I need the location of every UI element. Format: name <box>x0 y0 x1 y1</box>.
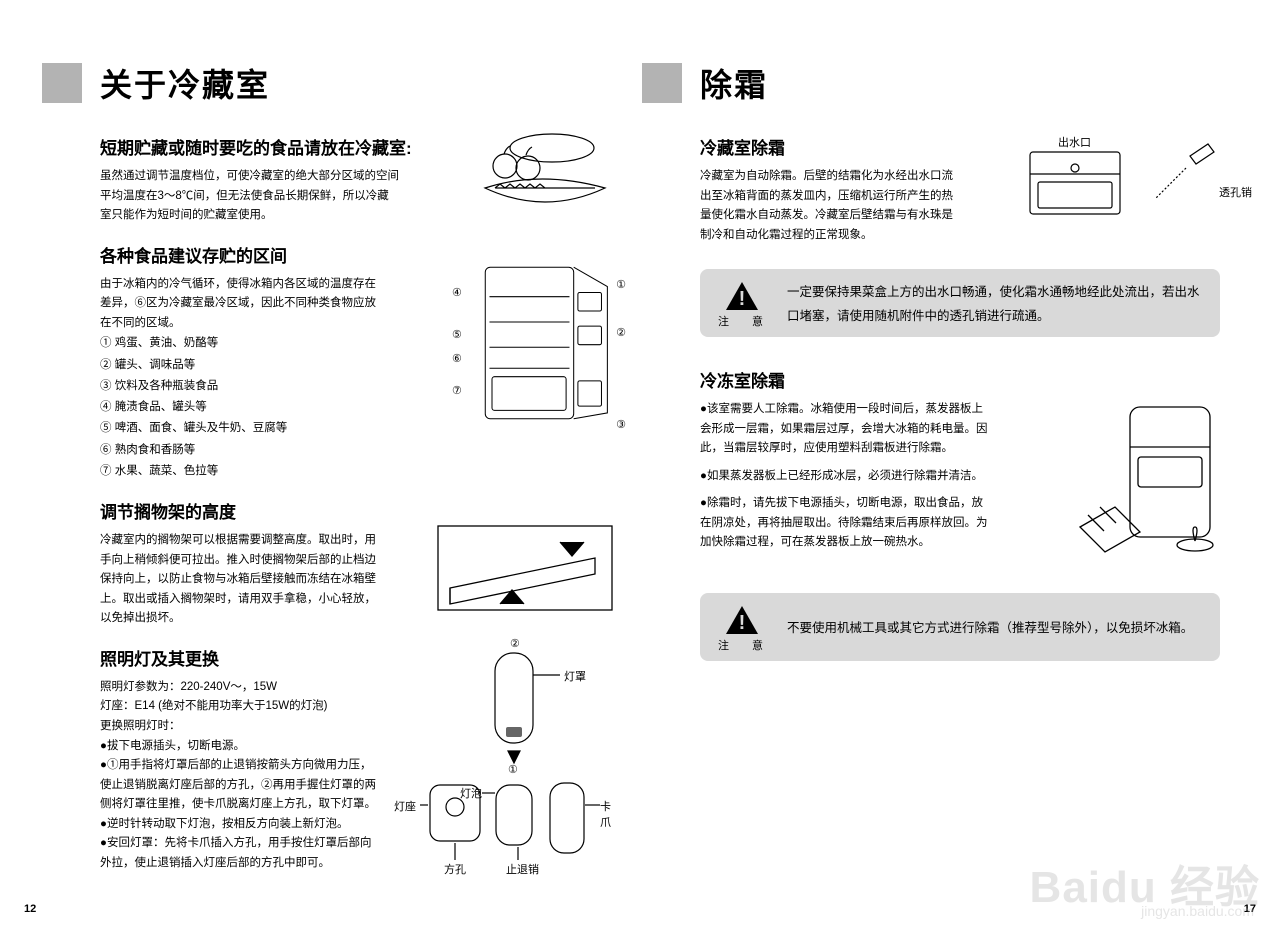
heading-fridge-compartment: 关于冷藏室 <box>100 60 270 106</box>
shelf-body: 冷藏室内的搁物架可以根据需要调整高度。取出时，用手向上稍倾斜便可拉出。推入时使搁… <box>100 531 380 629</box>
lamp-step-3: ●逆时针转动取下灯泡，按相反方向装上新灯泡。 <box>100 815 380 835</box>
notice-text-1: 一定要保持果菜盒上方的出水口畅通，使化霜水通畅地经此处流出，若出水口堵塞，请使用… <box>787 281 1202 329</box>
callout-6: ⑥ <box>452 352 462 365</box>
section-zones: 各种食品建议存贮的区间 由于冰箱内的冷气循环，使得冰箱内各区域的温度存在差异，⑥… <box>100 242 610 483</box>
fridge-defrost-body: 冷藏室为自动除霜。后壁的结霜化为水经出水口流出至冰箱背面的蒸发皿内，压缩机运行所… <box>700 167 960 245</box>
notice-box-drain: ! 注 意 一定要保持果菜盒上方的出水口畅通，使化霜水通畅地经此处流出，若出水口… <box>700 269 1220 337</box>
lamp-step-1: ●拔下电源插头，切断电源。 <box>100 737 380 757</box>
lamp-label-claw: 卡爪 <box>600 798 620 830</box>
lamp-label-bulb: 灯泡 <box>460 785 482 801</box>
notice-box-tools: ! 注 意 不要使用机械工具或其它方式进行除霜（推荐型号除外），以免损坏冰箱。 <box>700 593 1220 661</box>
page-number-right: 17 <box>1244 903 1256 915</box>
fridge-zones-illustration: ① ② ③ ④ ⑤ ⑥ ⑦ <box>460 248 620 438</box>
page-left: 关于冷藏室 短期贮藏或随时要吃的食品请放在冷藏室: 虽然通过调节温度档位，可使冷… <box>0 0 640 939</box>
freezer-item-2: ●如果蒸发器板上已经形成冰层，必须进行除霜并清洁。 <box>700 467 990 487</box>
label-pin-tool: 透孔销 <box>1219 184 1252 200</box>
warning-icon: ! <box>725 281 759 311</box>
section-freezer-defrost: 冷冻室除霜 ●该室需要人工除霜。冰箱使用一段时间后，蒸发器板上会形成一层霜，如果… <box>700 367 1220 553</box>
svg-text:!: ! <box>738 612 745 634</box>
notice-label-2: 注 意 <box>714 637 769 653</box>
zone-item-7: ⑦ 水果、蔬菜、色拉等 <box>100 461 610 482</box>
label-outlet: 出水口 <box>1058 134 1091 150</box>
freezer-defrost-title: 冷冻室除霜 <box>700 367 1220 392</box>
shelf-illustration <box>430 518 620 618</box>
heading-row-right: 除霜 <box>700 60 1220 106</box>
callout-5: ⑤ <box>452 328 462 341</box>
callout-4: ④ <box>452 286 462 299</box>
lamp-callout-2: ② <box>510 637 520 650</box>
zones-body: 由于冰箱内的冷气循环，使得冰箱内各区域的温度存在差异，⑥区为冷藏室最冷区域，因此… <box>100 275 380 334</box>
lamp-step-2: ●①用手指将灯罩后部的止退销按箭头方向微用力压，使止退销脱离灯座后部的方孔，②再… <box>100 756 380 815</box>
callout-1: ① <box>616 278 626 291</box>
lamp-illustration: ② 灯罩 ① 灯泡 灯座 止退销 方孔 卡爪 <box>410 635 620 875</box>
lamp-label-cover: 灯罩 <box>564 668 586 684</box>
svg-text:!: ! <box>738 288 745 310</box>
section-fridge-defrost: 冷藏室除霜 冷藏室为自动除霜。后壁的结霜化为水经出水口流出至冰箱背面的蒸发皿内，… <box>700 134 1220 245</box>
food-illustration <box>470 128 620 208</box>
callout-2: ② <box>616 326 626 339</box>
drain-illustration: 出水口 透孔销 <box>1020 134 1230 234</box>
page-number-left: 12 <box>24 903 36 915</box>
section-shelf: 调节搁物架的高度 冷藏室内的搁物架可以根据需要调整高度。取出时，用手向上稍倾斜便… <box>100 498 610 629</box>
zone-item-6: ⑥ 熟肉食和香肠等 <box>100 440 610 461</box>
intro-body: 虽然通过调节温度档位，可使冷藏室的绝大部分区域的空间平均温度在3～8℃间，但无法… <box>100 167 400 226</box>
notice-icon-col: ! 注 意 <box>714 281 769 329</box>
freezer-item-3: ●除霜时，请先拔下电源插头，切断电源，取出食品，放在阴凉处，再将抽屉取出。待除霜… <box>700 494 990 553</box>
notice-text-2: 不要使用机械工具或其它方式进行除霜（推荐型号除外），以免损坏冰箱。 <box>787 617 1193 641</box>
lamp-step-4: ●安回灯罩：先将卡爪插入方孔，用手按住灯罩后部向外拉，使止退销插入灯座后部的方孔… <box>100 834 380 873</box>
notice-label-1: 注 意 <box>714 313 769 329</box>
callout-3: ③ <box>616 418 626 431</box>
heading-defrost: 除霜 <box>700 60 768 106</box>
lamp-label-seat: 灯座 <box>394 798 416 814</box>
heading-square-icon <box>642 63 682 103</box>
lamp-label-pin: 止退销 <box>506 861 539 877</box>
section-intro: 短期贮藏或随时要吃的食品请放在冷藏室: 虽然通过调节温度档位，可使冷藏室的绝大部… <box>100 134 610 226</box>
notice-icon-col-2: ! 注 意 <box>714 605 769 653</box>
lamp-label-square-hole: 方孔 <box>444 861 466 877</box>
heading-square-icon <box>42 63 82 103</box>
heading-row-left: 关于冷藏室 <box>100 60 610 106</box>
callout-7: ⑦ <box>452 384 462 397</box>
section-lamp: 照明灯及其更换 照明灯参数为：220-240V～，15W 灯座：E14 (绝对不… <box>100 645 610 873</box>
warning-icon: ! <box>725 605 759 635</box>
lamp-callout-1: ① <box>508 763 518 776</box>
freezer-defrost-illustration <box>1060 397 1240 567</box>
freezer-item-1: ●该室需要人工除霜。冰箱使用一段时间后，蒸发器板上会形成一层霜，如果霜层过厚，会… <box>700 400 990 459</box>
page-right: 除霜 冷藏室除霜 冷藏室为自动除霜。后壁的结霜化为水经出水口流出至冰箱背面的蒸发… <box>640 0 1280 939</box>
